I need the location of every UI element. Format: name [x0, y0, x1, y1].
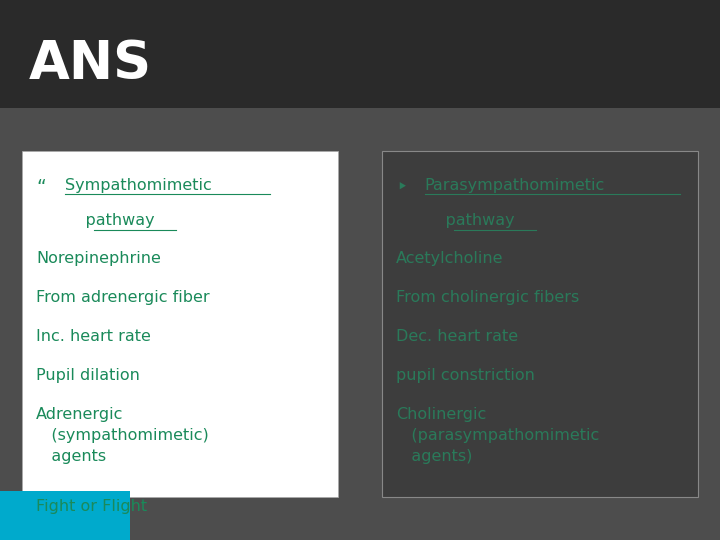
- Text: Acetylcholine: Acetylcholine: [396, 251, 503, 266]
- Text: Inc. heart rate: Inc. heart rate: [36, 329, 151, 344]
- FancyBboxPatch shape: [0, 0, 720, 108]
- Text: ANS: ANS: [29, 38, 152, 90]
- Text: Pupil dilation: Pupil dilation: [36, 368, 140, 383]
- Text: pupil constriction: pupil constriction: [396, 368, 535, 383]
- FancyBboxPatch shape: [0, 491, 130, 540]
- Text: Sympathomimetic: Sympathomimetic: [65, 178, 212, 193]
- Text: Adrenergic
   (sympathomimetic)
   agents: Adrenergic (sympathomimetic) agents: [36, 407, 209, 464]
- Text: Norepinephrine: Norepinephrine: [36, 251, 161, 266]
- Text: From adrenergic fiber: From adrenergic fiber: [36, 290, 210, 305]
- Text: Fight or Flight: Fight or Flight: [36, 500, 147, 515]
- Text: Dec. heart rate: Dec. heart rate: [396, 329, 518, 344]
- FancyBboxPatch shape: [382, 151, 698, 497]
- Text: From cholinergic fibers: From cholinergic fibers: [396, 290, 580, 305]
- Text: pathway: pathway: [65, 213, 154, 228]
- Text: ‣: ‣: [396, 178, 407, 197]
- Text: Cholinergic
   (parasympathomimetic
   agents): Cholinergic (parasympathomimetic agents): [396, 407, 599, 464]
- Text: pathway: pathway: [425, 213, 514, 228]
- Text: Parasympathomimetic: Parasympathomimetic: [425, 178, 605, 193]
- FancyBboxPatch shape: [22, 151, 338, 497]
- Text: “: “: [36, 178, 45, 197]
